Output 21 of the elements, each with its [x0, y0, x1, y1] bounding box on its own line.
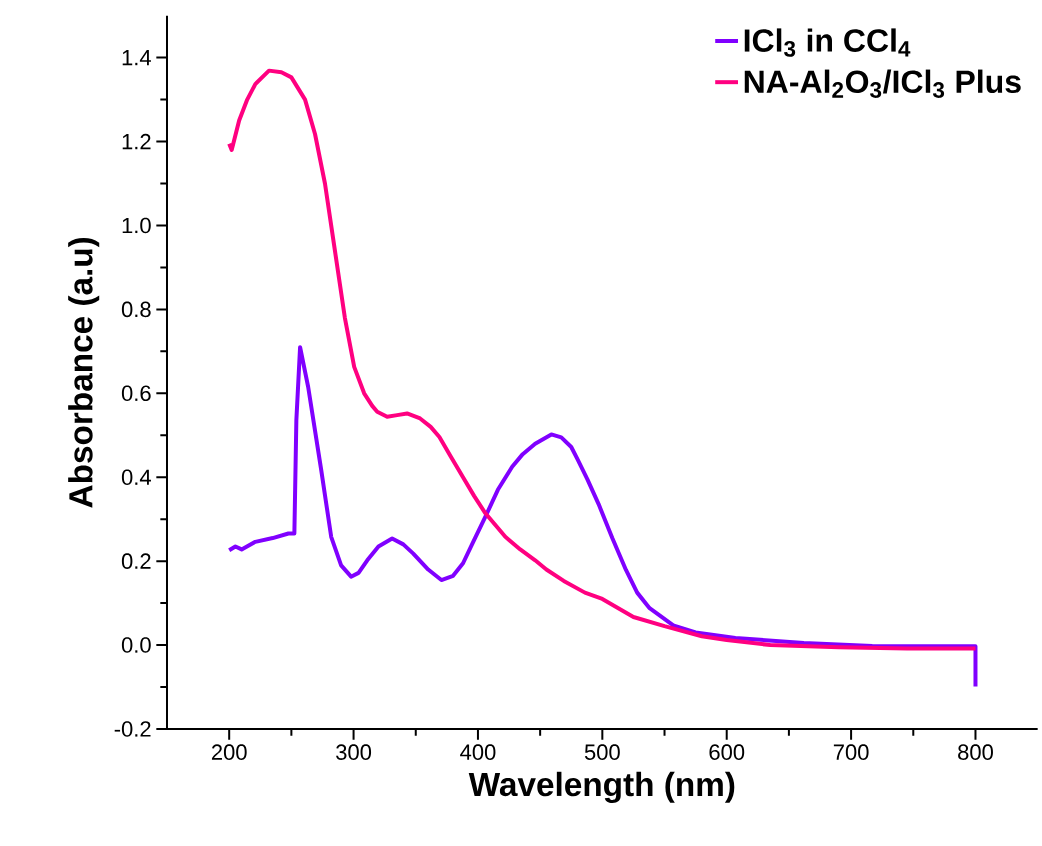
- legend-label: NA-Al$_{2}$O$_{3}$/ICl$_{3}$ Plus: [744, 69, 1021, 98]
- x-tick-label: 500: [584, 744, 620, 760]
- y-tick-label: -0.2: [114, 721, 151, 737]
- y-tick-label: 0.2: [121, 553, 151, 569]
- y-tick-label: 0.6: [121, 385, 151, 402]
- y-tick-label: 1.0: [122, 217, 151, 234]
- x-tick-label: 300: [336, 744, 372, 760]
- y-tick-label: 0.8: [121, 301, 151, 318]
- x-tick-label: 400: [460, 744, 496, 760]
- x-tick-label: 700: [833, 744, 869, 760]
- x-tick-label: 200: [211, 744, 247, 760]
- y-tick-label: 1.4: [122, 50, 151, 66]
- line-series: [227, 345, 978, 689]
- x-tick-label: 800: [958, 744, 993, 760]
- x-axis-title: Wavelength (nm): [468, 771, 735, 803]
- x-tick-label: 600: [709, 744, 745, 760]
- y-tick-label: 0.0: [121, 637, 151, 653]
- y-tick-label: 0.4: [121, 469, 151, 486]
- legend-label: ICl$_{3}$ in CCl$_{4}$: [744, 28, 911, 57]
- y-axis-title: Absorbance (a.u): [68, 237, 100, 508]
- y-tick-label: 1.2: [122, 133, 151, 150]
